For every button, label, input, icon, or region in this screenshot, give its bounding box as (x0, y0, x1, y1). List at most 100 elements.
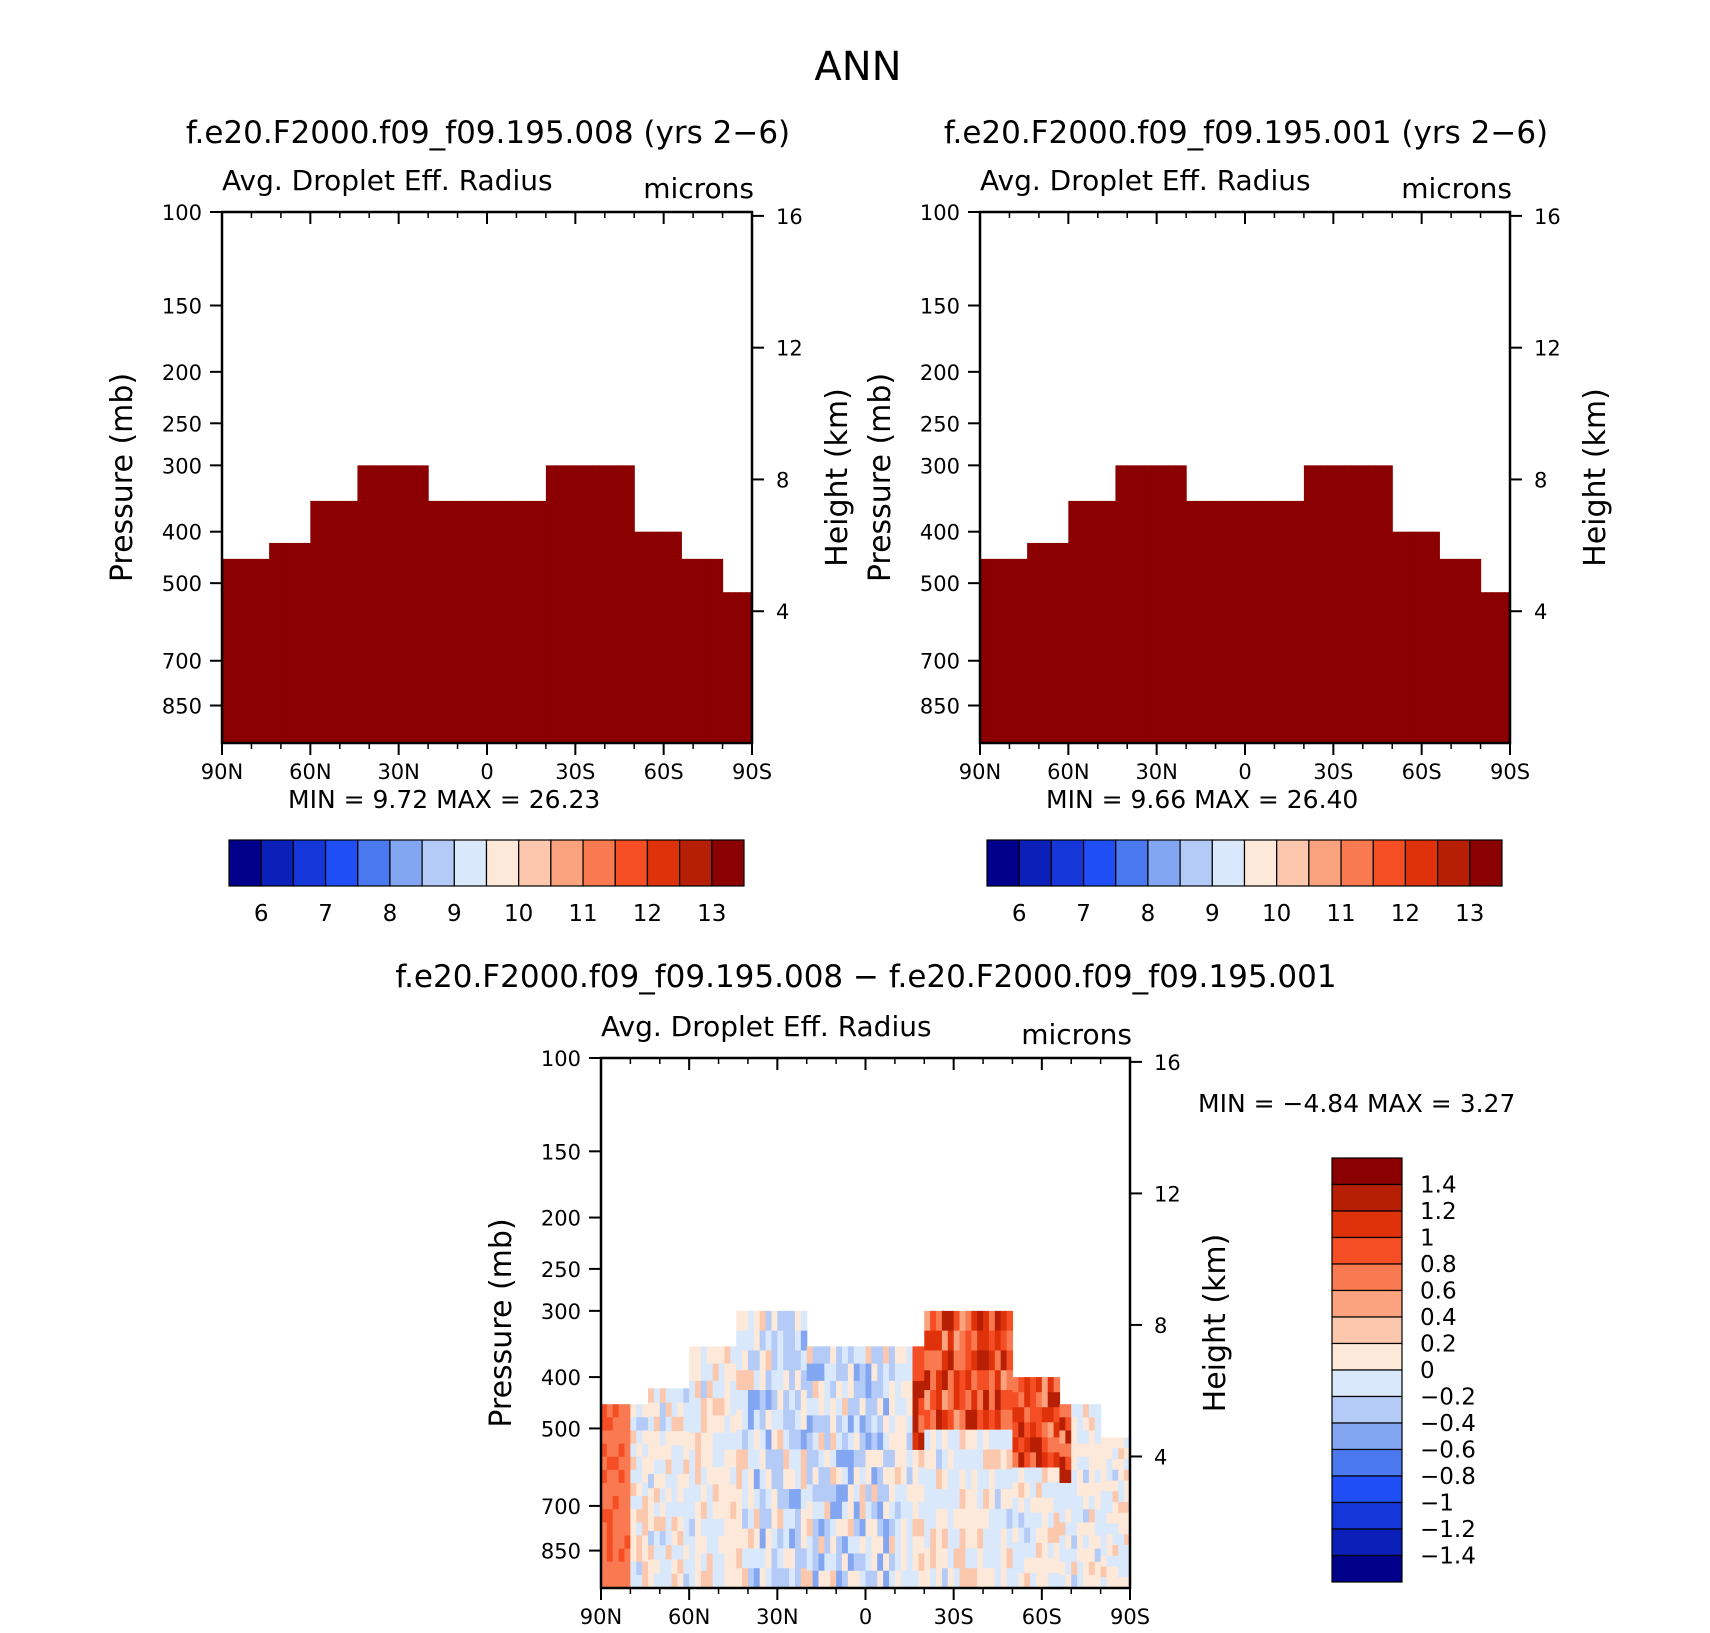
field-cell (947, 1548, 955, 1569)
field-cell (959, 1390, 967, 1411)
field-cell (1012, 1437, 1019, 1454)
field-cell (601, 1482, 608, 1497)
field-cell (648, 1416, 655, 1432)
field-cell (1112, 1544, 1119, 1557)
field-cell (830, 1449, 837, 1468)
field-cell (1106, 1577, 1113, 1589)
colorbar-label: 12 (633, 901, 662, 927)
field-cell (983, 1310, 990, 1332)
field-cell (475, 500, 482, 743)
field-cell (339, 500, 347, 743)
field-cell (724, 1536, 731, 1555)
field-cell (328, 500, 335, 743)
field-cell (683, 1445, 690, 1461)
field-cell (492, 500, 500, 743)
field-cell (742, 1310, 749, 1332)
field-cell (1065, 1574, 1072, 1589)
colorbar-swatch (1340, 839, 1374, 887)
colorbar-label: −1.4 (1420, 1544, 1476, 1570)
field-cell (965, 1469, 972, 1490)
field-cell (865, 1501, 872, 1520)
field-cell (624, 1482, 631, 1497)
field-cell (1280, 500, 1287, 743)
field-cell (900, 1501, 908, 1520)
field-cell (800, 1449, 808, 1470)
field-cell (936, 1429, 943, 1451)
field-cell (251, 558, 258, 743)
field-cell (628, 465, 635, 743)
field-cell (1077, 1430, 1084, 1445)
field-cell (983, 1370, 990, 1391)
y-tick-label: 500 (162, 572, 202, 596)
field-cell (836, 1467, 843, 1486)
field-cell (953, 1390, 961, 1411)
field-cell (1124, 1512, 1131, 1525)
field-cell (853, 1536, 861, 1555)
field-cell (1030, 1482, 1037, 1499)
field-cell (1392, 531, 1399, 743)
field-cell (841, 1536, 849, 1555)
field-cell (1006, 1528, 1014, 1550)
field-cell (742, 1390, 749, 1411)
field-cell (736, 1310, 743, 1332)
field-cell (1100, 1523, 1108, 1535)
field-cell (1018, 1392, 1025, 1408)
field-cell (947, 1390, 955, 1411)
field-cell (847, 1501, 855, 1520)
field-cell (959, 1429, 967, 1451)
field-cell (1112, 1469, 1119, 1482)
field-cell (665, 1459, 673, 1475)
colorbar-swatch (1331, 1528, 1403, 1557)
field-cell (794, 1449, 802, 1470)
field-cell (936, 1370, 943, 1391)
field-cell (1106, 1480, 1113, 1492)
field-cell (953, 1489, 961, 1510)
field-cell (918, 1380, 925, 1399)
field-cell (1012, 1407, 1019, 1423)
max-label: MAX = (428, 785, 521, 814)
field-cell (1100, 1448, 1108, 1460)
field-cell (700, 1398, 708, 1416)
field-cell (606, 1456, 614, 1471)
field-cell (753, 1310, 761, 1332)
field-cell (824, 1398, 831, 1416)
field-cell (789, 1449, 796, 1470)
field-cell (736, 1390, 743, 1411)
field-cell (1053, 1437, 1061, 1454)
field-cell (665, 1388, 673, 1404)
field-cell (812, 1398, 820, 1416)
field-cell (1053, 1452, 1061, 1469)
colorbar-swatch (1469, 839, 1503, 887)
field-cell (1077, 1496, 1084, 1510)
field-cell (836, 1432, 843, 1451)
field-cell (1024, 1512, 1031, 1529)
field-cell (1124, 1480, 1131, 1492)
field-cell (1094, 1574, 1102, 1589)
field-cell (1027, 542, 1034, 743)
field-cell (783, 1568, 790, 1589)
field-cell (1071, 1456, 1078, 1471)
field-cell (598, 465, 606, 743)
field-cell (889, 1380, 896, 1399)
field-cell (612, 1574, 620, 1589)
field-cell (671, 1473, 679, 1489)
field-cell (730, 1398, 737, 1416)
field-cell (606, 1482, 614, 1497)
field-cell (753, 1330, 761, 1352)
field-cell (953, 1429, 961, 1451)
field-cell (689, 1398, 696, 1416)
field-cell (824, 1415, 831, 1434)
colorbar-label: 12 (1391, 901, 1420, 927)
y-tick-label: 100 (541, 1047, 581, 1071)
field-cell (653, 1502, 661, 1518)
field-cell (794, 1489, 802, 1510)
field-cell (1065, 1522, 1072, 1537)
colorbar-label: 0.2 (1420, 1332, 1457, 1358)
field-cell (994, 1370, 1002, 1391)
field-cell (906, 1570, 914, 1589)
field-cell (704, 558, 712, 743)
colorbar-swatch (1331, 1395, 1403, 1424)
colorbar-swatch (582, 839, 616, 887)
field-cell (718, 1536, 726, 1555)
field-cell (1124, 1491, 1131, 1503)
